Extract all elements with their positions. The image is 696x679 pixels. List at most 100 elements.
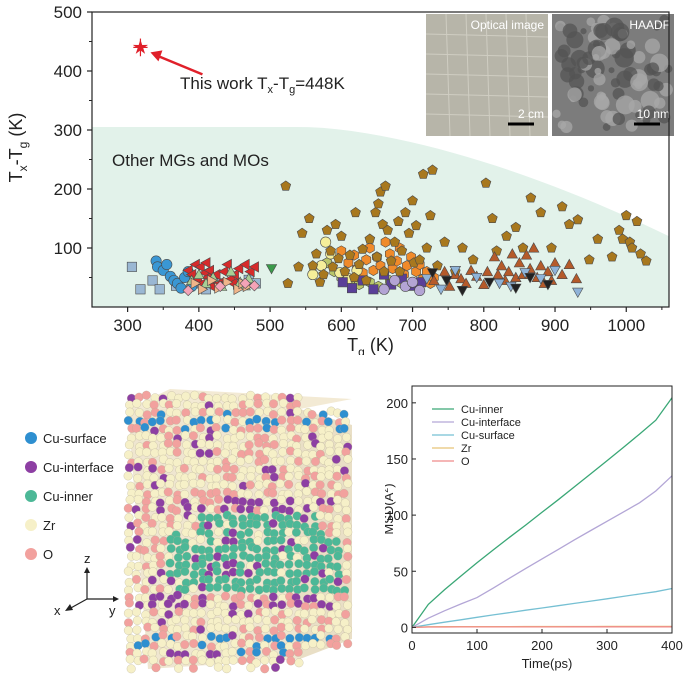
series-4-point-0 xyxy=(190,277,202,290)
highlight-star xyxy=(132,39,148,54)
atom-410 xyxy=(141,512,151,522)
atom-524 xyxy=(156,543,166,553)
atom-801 xyxy=(132,625,142,635)
y-tick-label-0: 100 xyxy=(54,239,82,258)
atom-311 xyxy=(245,480,255,490)
atom-23 xyxy=(132,398,142,408)
atom-485 xyxy=(291,527,301,537)
atom-316 xyxy=(284,479,294,489)
atom-318 xyxy=(301,478,310,488)
series-9-point-0 xyxy=(307,269,319,281)
atom-442 xyxy=(172,521,182,531)
series-12-point-36 xyxy=(400,207,411,218)
series-12-point-61 xyxy=(563,218,575,229)
atom-633 xyxy=(132,574,141,584)
series-6-point-0 xyxy=(265,264,278,275)
atom-403 xyxy=(309,502,319,512)
haadf-grain-79 xyxy=(610,78,621,88)
series-15-point-3 xyxy=(483,277,496,289)
atom-936 xyxy=(271,663,280,672)
series-12-point-72 xyxy=(635,248,646,259)
atom-795 xyxy=(307,615,317,624)
atom-713 xyxy=(325,593,335,602)
atom-123 xyxy=(308,423,318,433)
atom-789 xyxy=(262,616,272,626)
haadf-grain-78 xyxy=(569,66,582,80)
region-shape xyxy=(92,127,669,307)
atom-172 xyxy=(254,438,264,448)
series-13-point-0 xyxy=(428,274,440,285)
atom-260 xyxy=(286,463,295,473)
series-7-point-1 xyxy=(343,257,354,269)
atom-454 xyxy=(268,518,278,528)
atom-648 xyxy=(252,574,262,584)
atom-327 xyxy=(150,489,160,499)
atom-293 xyxy=(324,470,334,480)
atom-243 xyxy=(148,463,158,473)
atom-637 xyxy=(166,576,176,586)
atom-860 xyxy=(157,638,167,648)
series-12-point-56 xyxy=(517,242,529,253)
y-tick-label-1: 200 xyxy=(54,180,82,199)
series-11-point-0 xyxy=(378,283,390,295)
series-11-point-3 xyxy=(407,276,419,288)
atom-97 xyxy=(323,417,333,427)
x-tick-label-2: 500 xyxy=(256,316,284,335)
chart-b-axes: 0 100 200 300 400 0 50 100 150 200 Time(ps) MSD(Å2) xyxy=(385,385,683,671)
atom-607 xyxy=(148,567,158,577)
series-12-point-1 xyxy=(282,277,294,288)
series-12-point-59 xyxy=(546,242,557,253)
atom-822 xyxy=(300,624,310,634)
atom-730 xyxy=(236,599,246,609)
x-axis-label: Tg (K) xyxy=(347,335,394,355)
atom-153 xyxy=(324,431,334,441)
atom-597 xyxy=(294,559,304,569)
atom-231 xyxy=(276,456,286,466)
haadf-grain-88 xyxy=(567,87,582,102)
atom-852 xyxy=(316,630,326,640)
series-12-point-65 xyxy=(606,251,618,262)
atom-76 xyxy=(155,416,165,426)
atom-131 xyxy=(148,433,158,443)
series-7-point-6 xyxy=(364,242,375,254)
atom-564 xyxy=(253,553,263,563)
atom-858 xyxy=(140,639,150,648)
msd-line-4 xyxy=(411,626,672,629)
scatter-points xyxy=(126,164,652,299)
atom-518 xyxy=(331,537,341,546)
atom-809 xyxy=(196,625,206,634)
atom-926 xyxy=(286,656,296,666)
atom-694 xyxy=(173,590,182,600)
x-axis-arrow xyxy=(65,604,73,611)
atom-143 xyxy=(245,431,255,441)
atom-432 xyxy=(315,510,325,520)
series-13-point-1 xyxy=(438,265,451,277)
series-12-point-13 xyxy=(333,253,344,264)
atom-368 xyxy=(254,497,264,507)
series-13-point-25 xyxy=(542,265,554,277)
haadf-grain-53 xyxy=(653,80,664,92)
atom-109 xyxy=(195,423,205,433)
atom-878 xyxy=(301,641,310,651)
legend-dot-4 xyxy=(25,548,37,560)
atom-724 xyxy=(190,600,199,610)
atom-229 xyxy=(260,455,270,465)
atom-113 xyxy=(229,425,238,435)
haadf-grain-62 xyxy=(604,38,621,55)
atom-154 xyxy=(333,434,343,444)
haadf-grain-45 xyxy=(560,120,573,134)
atom-474 xyxy=(204,529,214,539)
series-14-point-4 xyxy=(493,278,506,290)
legend-label-1: Cu-interface xyxy=(43,460,114,475)
atom-740 xyxy=(317,599,326,609)
atom-127 xyxy=(339,423,349,433)
atom-165 xyxy=(196,439,206,449)
atom-268 xyxy=(123,471,133,481)
series-15-point-6 xyxy=(542,280,554,291)
atom-449 xyxy=(228,518,238,528)
atom-209 xyxy=(325,446,335,456)
atom-288 xyxy=(284,472,294,482)
atom-329 xyxy=(163,487,173,497)
atom-351 xyxy=(339,488,349,498)
haadf-grain-17 xyxy=(578,97,589,108)
